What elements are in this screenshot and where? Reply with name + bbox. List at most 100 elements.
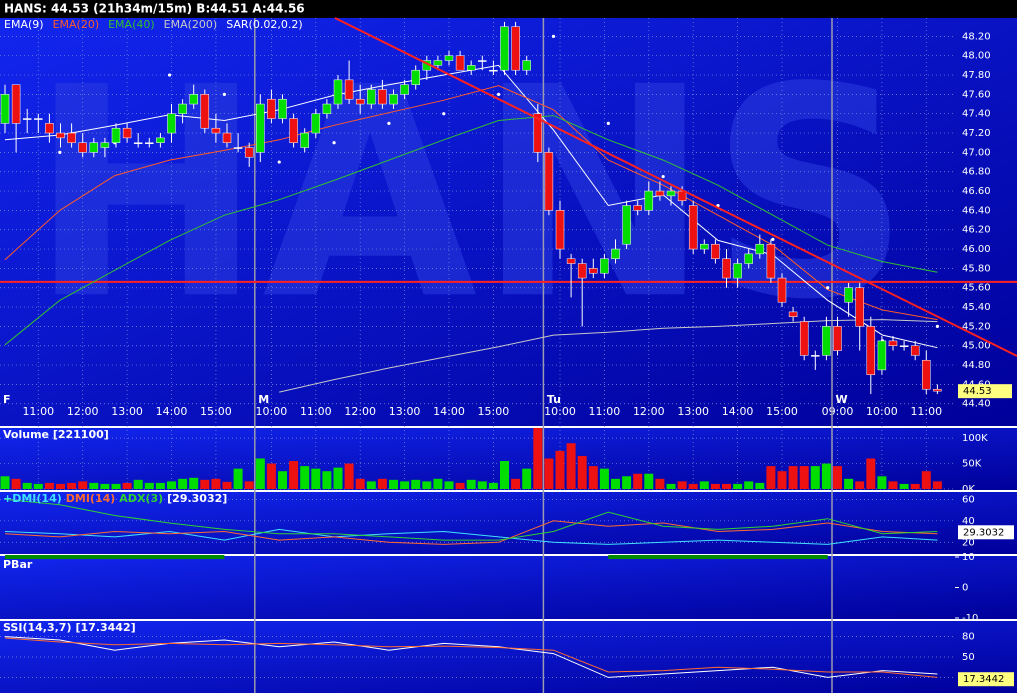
indicator-line: [4, 520, 938, 545]
volume-bar: [311, 468, 321, 489]
volume-bar: [189, 477, 199, 489]
volume-bar: [344, 463, 354, 489]
indicator-line: [4, 498, 938, 541]
volume-bar: [511, 478, 521, 489]
watermark: HANS: [30, 26, 910, 363]
y-tick-label: 10: [962, 552, 975, 563]
candle-body: [22, 118, 32, 120]
volume-bar: [222, 481, 232, 489]
panel-title: [29.3032]: [167, 492, 227, 505]
volume-bar: [833, 466, 842, 489]
candle-body: [311, 113, 321, 134]
y-tick-label: -10: [962, 613, 978, 624]
candle-body: [0, 94, 10, 124]
sar-dot: [661, 174, 665, 179]
candle-body: [777, 277, 787, 303]
volume-bar: [255, 458, 265, 489]
indicator-line: [4, 637, 938, 678]
volume-bar: [133, 479, 143, 489]
sar-dot: [771, 237, 775, 241]
volume-bar: [289, 461, 299, 489]
indicator-line: [4, 115, 938, 346]
volume-bar: [910, 483, 920, 489]
volume-bar: [333, 467, 343, 489]
y-tick-label: 46.20: [962, 225, 991, 236]
volume-bar: [100, 483, 110, 489]
day-label: F: [3, 393, 11, 406]
volume-bar: [144, 482, 154, 489]
sar-dot: [497, 92, 501, 96]
candle-body: [300, 132, 309, 148]
legend-entry: ADX(3): [119, 492, 163, 505]
candle-body: [711, 243, 720, 259]
y-tick-label: 46.00: [962, 244, 991, 255]
volume-bar: [11, 478, 21, 489]
y-tick-label: 60: [962, 494, 975, 505]
volume-bar: [888, 481, 898, 489]
candle-body: [11, 84, 21, 124]
x-tick-label: 15:00: [478, 405, 510, 418]
volume-bar: [544, 458, 554, 489]
candle-body: [67, 132, 76, 143]
candle-body: [589, 268, 598, 274]
volume-bar: [322, 471, 332, 489]
y-tick-label: 80: [962, 632, 975, 643]
candle-body: [45, 123, 54, 134]
candle-body: [478, 60, 487, 62]
candle-body: [244, 147, 254, 158]
candle-body: [566, 258, 576, 264]
candle-body: [622, 205, 631, 245]
y-tick-label: 46.80: [962, 167, 991, 178]
candle-body: [400, 84, 409, 95]
candle-body: [533, 113, 543, 153]
candle-body: [633, 205, 642, 211]
x-tick-label: 13:00: [389, 405, 421, 418]
candle-body: [267, 98, 276, 119]
y-tick-label: 50: [962, 652, 975, 663]
candle-body: [833, 326, 842, 351]
sar-dot: [222, 92, 226, 96]
x-tick-label: 12:00: [344, 405, 376, 418]
volume-bar: [455, 482, 465, 489]
candle-body: [844, 287, 853, 303]
volume-bar: [710, 483, 720, 489]
volume-bar: [766, 466, 776, 489]
last-price-box: [958, 384, 1012, 399]
x-tick-label: 14:00: [156, 405, 188, 418]
volume-bar: [877, 476, 887, 489]
volume-bar: [633, 473, 643, 489]
volume-bar: [688, 483, 698, 489]
y-tick-label: 44.80: [962, 360, 991, 371]
volume-bar: [44, 482, 54, 489]
volume-bar: [211, 478, 221, 489]
y-tick-label: 47.40: [962, 109, 991, 120]
candle-body: [788, 311, 798, 317]
x-tick-label: 10:00: [866, 405, 898, 418]
volume-bar: [522, 468, 532, 489]
candle-body: [511, 26, 520, 71]
candle-body: [256, 103, 265, 153]
y-tick-label: 100K: [962, 433, 988, 444]
volume-bar: [844, 478, 854, 489]
volume-bar: [533, 427, 543, 489]
candle-body: [100, 142, 110, 148]
volume-bar: [577, 455, 587, 489]
candle-body: [389, 94, 398, 105]
candle-body: [822, 326, 831, 356]
volume-bar: [422, 481, 432, 489]
sar-dot: [58, 150, 62, 154]
y-tick-label: 40: [962, 516, 975, 527]
candle-body: [489, 69, 498, 72]
volume-bar: [22, 482, 32, 489]
y-tick-label: 46.40: [962, 205, 991, 216]
y-tick-label: 45.20: [962, 321, 991, 332]
volume-bar: [644, 473, 654, 489]
candle-body: [378, 89, 387, 105]
last-price: 44.53: [963, 386, 992, 397]
volume-bar: [611, 478, 620, 489]
plot-layer: 48.20 48.00 47.80 47.60 47.40 47.20 47.00 46.80…: [0, 18, 1017, 693]
sar-dot: [935, 324, 940, 328]
volume-bar: [389, 479, 398, 489]
candle-body: [200, 94, 210, 129]
